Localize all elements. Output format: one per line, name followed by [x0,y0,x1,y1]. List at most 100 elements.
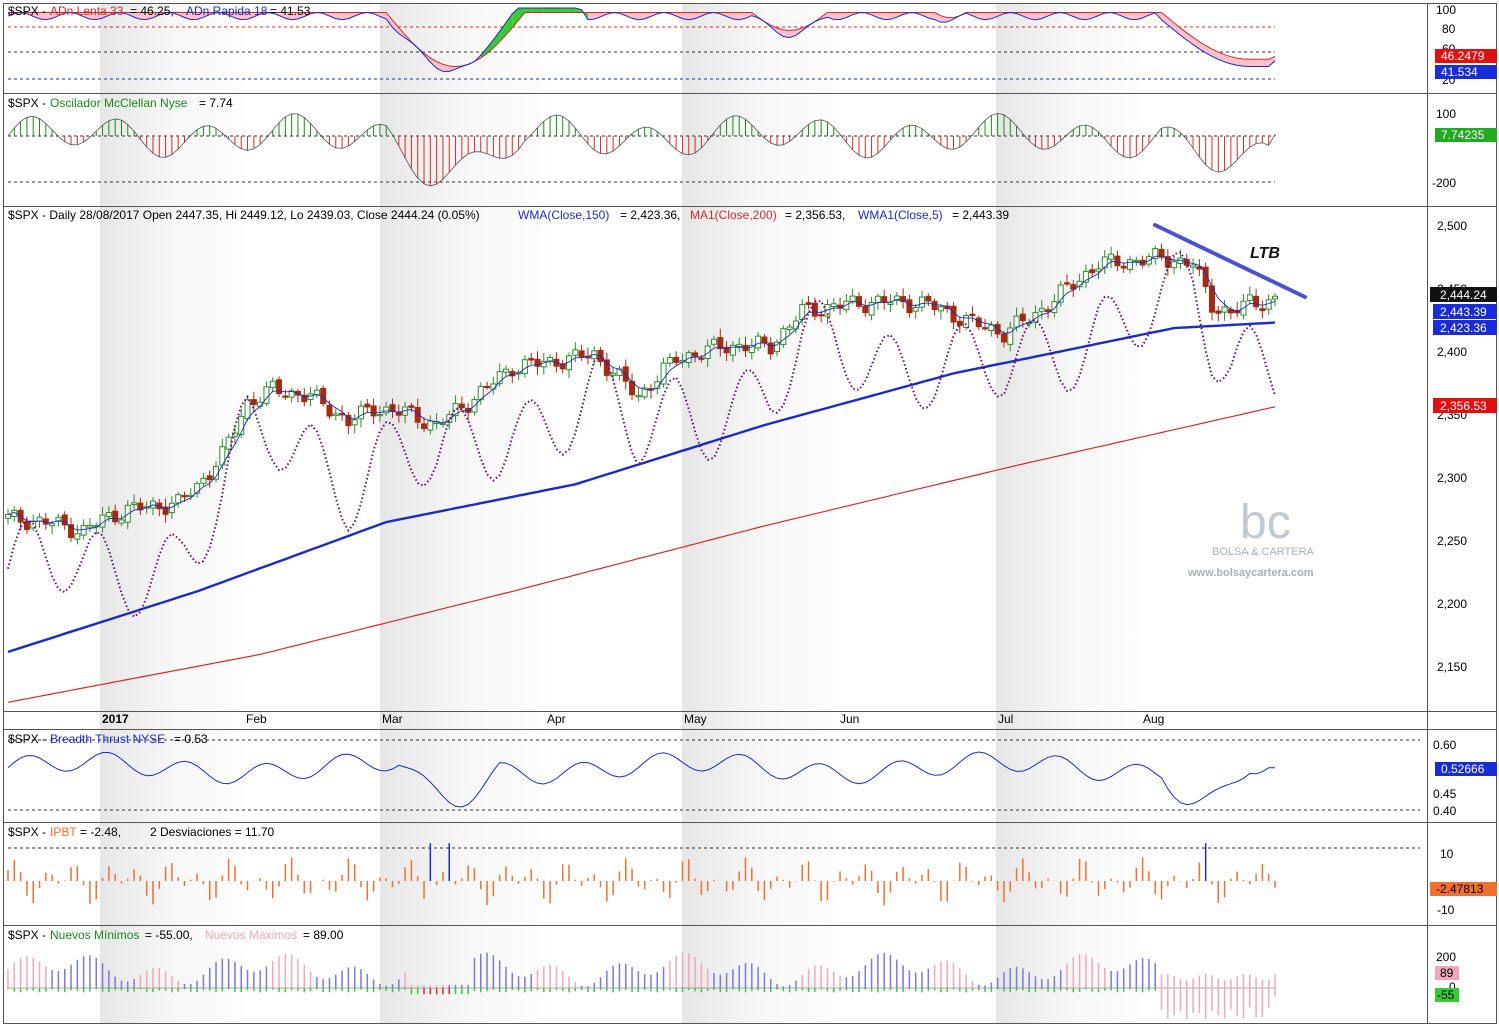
candle-body [118,519,125,524]
candle-body [572,349,579,356]
candle-body [988,324,995,331]
adn-fill-segment [928,12,935,20]
candle-body [1051,301,1058,314]
candle-body [23,521,30,530]
candle-body [5,514,11,519]
adn-rapida-label: ADn Rapida 18 [186,4,268,18]
adn-fill-segment [505,13,513,35]
candle-body [729,344,736,356]
price-tick-2200: 2,200 [1437,597,1467,611]
month-label-2017: 2017 [102,712,129,726]
candle-body [496,371,503,385]
nm-tick-200: 200 [1436,950,1456,964]
adn-fill-segment [1123,12,1131,20]
adn-fill-segment [1092,12,1099,19]
bt-label: Breadth Thrust NYSE [50,732,165,746]
candle-body [710,338,717,345]
adn-fill-segment [1230,56,1238,66]
adn-fill-segment [1073,12,1080,19]
adn-fill-segment [1041,12,1049,19]
candle-body [994,323,1001,335]
adn-lenta-badge-text: 46.2479 [1441,49,1485,63]
mcclellan-panel: $SPX - Oscilador McClellan Nyse = 7.74 1… [7,96,1497,190]
wma5-badge [1433,304,1497,319]
candle-body [578,350,585,358]
panel-frames [3,3,1497,1024]
candle-body [1063,282,1070,285]
adn-fill-segment [1193,37,1200,49]
adn-fill-segment [291,12,298,20]
adn-fill-segment [745,12,752,19]
candle-body [345,414,352,427]
adn-fill-segment [1167,17,1175,31]
candle-body [1120,265,1127,269]
ma200-value: = 2,356.53, [785,208,845,222]
candle-body [80,524,87,536]
ma200-badge-text: 2,356.53 [1440,399,1487,413]
candle-body [1082,270,1089,283]
adn-fill-segment [518,8,525,21]
candle-body [521,359,528,375]
ipbt-deviation: 2 Desviaciones = 11.70 [150,825,275,839]
wma5-line [7,255,1276,531]
adn-fill-segment [688,12,696,20]
osc-prefix: $SPX - [8,96,46,110]
candle-body [288,390,295,398]
adn-fill-segment [676,12,683,19]
candle-body [528,358,535,361]
adn-fill-segment [632,12,639,20]
adn-fill-segment [241,12,248,20]
candle-body [86,524,93,528]
candle-body [61,514,68,526]
ipbt-panel: $SPX - IPBT = -2.48, 2 Desviaciones = 11… [7,825,1497,917]
candle-body [357,405,364,420]
month-band-3 [996,4,1141,1023]
candle-body [364,403,371,408]
price-tick-2400: 2,400 [1437,345,1467,359]
candle-body [830,303,837,307]
candle-body [692,352,699,357]
candle-body [925,295,932,302]
adn-fill-segment [739,12,746,20]
candle-body [1127,259,1134,270]
adn-fill-segment [52,12,59,19]
candle-body [1114,255,1121,267]
candle-body [389,404,396,412]
candle-body [1000,333,1007,343]
candle-body [673,356,680,363]
adn-fill-segment [379,12,387,19]
adn-fill-segment [1035,12,1042,20]
candle-body [200,477,207,484]
nuevos-maximos-label: Nuevos Máximos [205,928,297,942]
price-header: $SPX - Daily 28/08/2017 Open 2447.35, Hi… [8,208,480,222]
adn-fill-segment [1130,12,1137,20]
ma200-label: MA1(Close,200) [690,208,777,222]
adn-fill-segment [644,12,651,19]
candle-body [1171,261,1178,269]
candle-body [307,393,314,400]
month-label-aug: Aug [1143,712,1164,726]
adn-fill-segment [833,12,841,20]
candle-body [276,379,283,395]
candle-body [748,344,755,354]
bt-tick-045: 0.45 [1433,787,1457,801]
candle-body [206,475,213,481]
candle-body [603,359,610,376]
candle-body [616,368,623,376]
adn-fill-segment [499,22,506,42]
watermark-url: www.bolsaycartera.com [1187,567,1314,579]
bt-badge [1435,762,1497,776]
candle-body [421,423,428,430]
ltb-label: LTB [1250,245,1280,262]
nm-prefix: $SPX - [8,928,46,942]
candle-body [1221,306,1228,313]
candle-body [74,533,81,540]
adn-fill-segment [985,12,992,20]
adn-fill-segment [594,12,601,20]
osc-value: = 7.74 [199,96,233,110]
adn-fill-segment [543,8,551,13]
adn-tick-80: 80 [1442,22,1456,36]
wma5-value: = 2,443.39 [952,208,1009,222]
candle-body [509,371,516,377]
